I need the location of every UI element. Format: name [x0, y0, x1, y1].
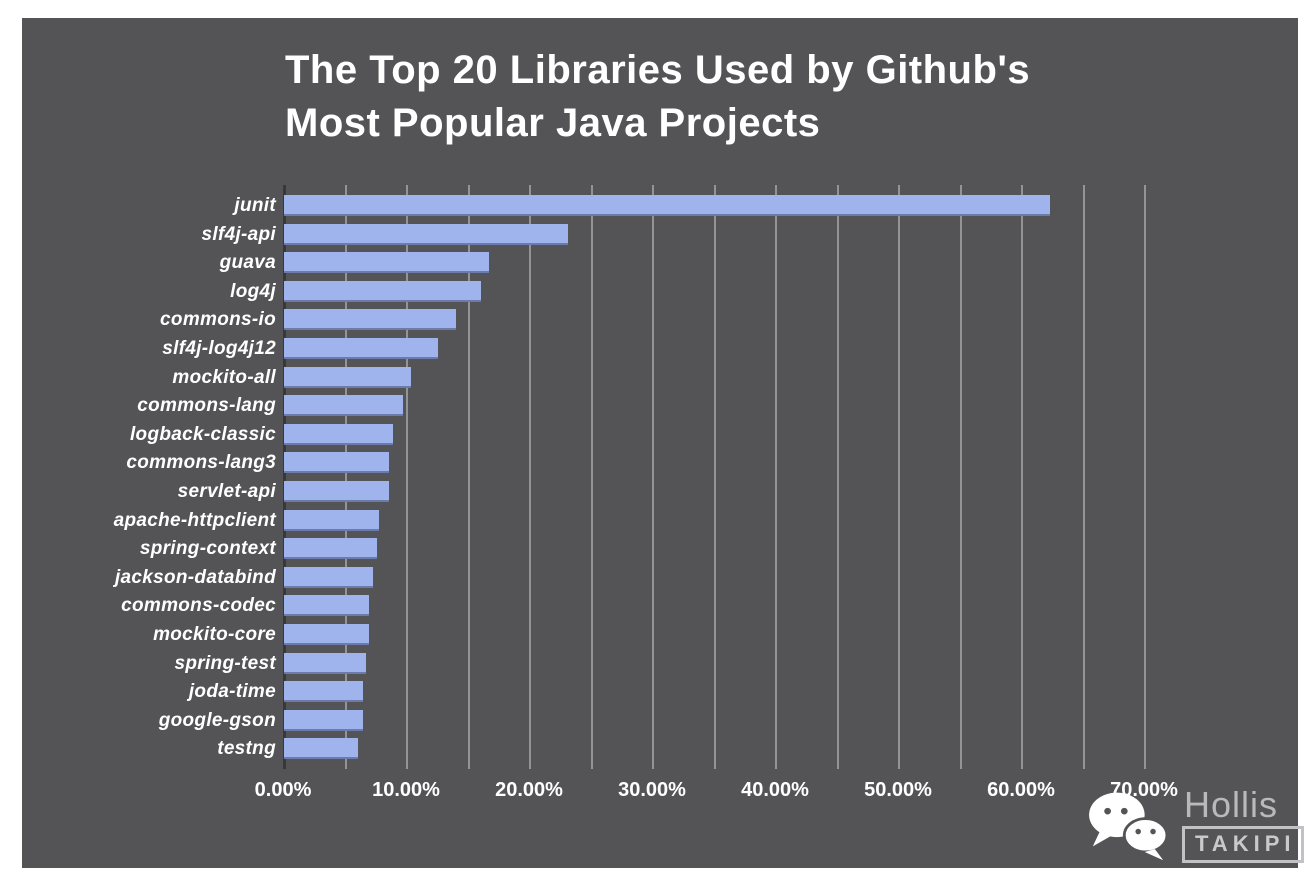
category-label: commons-lang	[137, 395, 276, 417]
category-label: commons-codec	[121, 595, 276, 617]
category-label: junit	[234, 195, 276, 216]
gridline	[590, 185, 593, 769]
bar	[284, 624, 369, 645]
chart-title-line2: Most Popular Java Projects	[285, 101, 821, 145]
bar-row: log4j	[22, 280, 1298, 302]
bar	[284, 280, 481, 302]
category-label: guava	[219, 252, 276, 274]
bar	[284, 195, 1051, 216]
bar-row: spring-test	[22, 652, 1298, 674]
gridline	[652, 185, 654, 769]
bar	[284, 423, 394, 445]
gridline	[836, 185, 839, 769]
bar	[284, 452, 389, 474]
brand-name: Hollis	[1184, 784, 1279, 825]
bar-row: spring-context	[22, 538, 1298, 560]
bar	[284, 538, 378, 560]
bar-row: commons-lang	[22, 395, 1298, 417]
category-label: commons-io	[160, 309, 276, 331]
gridline	[959, 185, 962, 769]
x-axis-tick-label: 50.00%	[864, 779, 932, 801]
category-label: apache-httpclient	[113, 509, 276, 531]
category-label: log4j	[230, 280, 276, 302]
gridline	[529, 185, 531, 769]
bar	[284, 738, 358, 760]
bar	[284, 681, 363, 703]
gridline	[1021, 185, 1023, 769]
wechat-icon	[1089, 792, 1169, 861]
gridline	[1144, 185, 1146, 769]
gridline	[898, 185, 900, 769]
chart-title: The Top 20 Libraries Used by Github's Mo…	[285, 44, 1085, 150]
bar	[284, 595, 369, 617]
bar	[284, 366, 411, 388]
bar-row: joda-time	[22, 681, 1298, 703]
bar	[284, 252, 490, 274]
bar-row: google-gson	[22, 709, 1298, 731]
bar-row: slf4j-log4j12	[22, 338, 1298, 359]
category-label: spring-test	[174, 652, 276, 674]
bar-chart: junit slf4j-api guava log4j commons-io slf4j-…	[22, 185, 1298, 835]
bar	[284, 481, 389, 502]
x-axis-tick-label: 20.00%	[495, 779, 563, 801]
category-label: spring-context	[139, 538, 276, 560]
gridline	[713, 185, 716, 769]
category-label: logback-classic	[129, 423, 276, 445]
bar-row: logback-classic	[22, 423, 1298, 445]
bar-row: guava	[22, 252, 1298, 274]
x-axis-tick-label: 10.00%	[372, 779, 440, 801]
category-label: jackson-databind	[114, 566, 276, 588]
bar-row: mockito-core	[22, 624, 1298, 645]
category-label: slf4j-api	[201, 223, 276, 245]
category-label: joda-time	[188, 681, 276, 703]
category-label: mockito-all	[172, 366, 276, 388]
x-axis-tick-label: 0.00%	[254, 779, 312, 801]
bar-row: junit	[22, 195, 1298, 216]
bar	[284, 652, 367, 674]
bar-row: testng	[22, 738, 1298, 760]
gridline	[406, 185, 408, 769]
category-label: mockito-core	[153, 624, 276, 645]
axis-zero-line	[283, 185, 286, 769]
gridline	[1082, 185, 1085, 769]
bar-row: jackson-databind	[22, 566, 1298, 588]
bar	[284, 309, 457, 331]
bar-row: servlet-api	[22, 481, 1298, 502]
bar-row: commons-codec	[22, 595, 1298, 617]
gridline	[775, 185, 777, 769]
category-label: google-gson	[158, 709, 276, 731]
x-axis-tick-label: 60.00%	[987, 779, 1055, 801]
category-label: commons-lang3	[126, 452, 276, 474]
gridline	[467, 185, 470, 769]
gridline	[344, 185, 347, 769]
bar	[284, 566, 373, 588]
bar-row: commons-io	[22, 309, 1298, 331]
category-label: servlet-api	[177, 481, 276, 502]
x-axis-tick-label: 40.00%	[741, 779, 809, 801]
bar-row: mockito-all	[22, 366, 1298, 388]
branding: Hollis TAKIPI	[1080, 782, 1305, 868]
category-label: testng	[217, 738, 276, 760]
bar-row: slf4j-api	[22, 223, 1298, 245]
bar	[284, 223, 569, 245]
bar	[284, 338, 438, 359]
bar	[284, 709, 363, 731]
bar-row: commons-lang3	[22, 452, 1298, 474]
chart-panel: The Top 20 Libraries Used by Github's Mo…	[22, 18, 1305, 868]
bar	[284, 395, 404, 417]
chart-title-line1: The Top 20 Libraries Used by Github's	[285, 48, 1031, 92]
bar-row: apache-httpclient	[22, 509, 1298, 531]
category-label: slf4j-log4j12	[162, 338, 276, 359]
bar	[284, 509, 379, 531]
brand-logo-box: TAKIPI	[1182, 826, 1305, 863]
x-axis-tick-label: 30.00%	[618, 779, 686, 801]
